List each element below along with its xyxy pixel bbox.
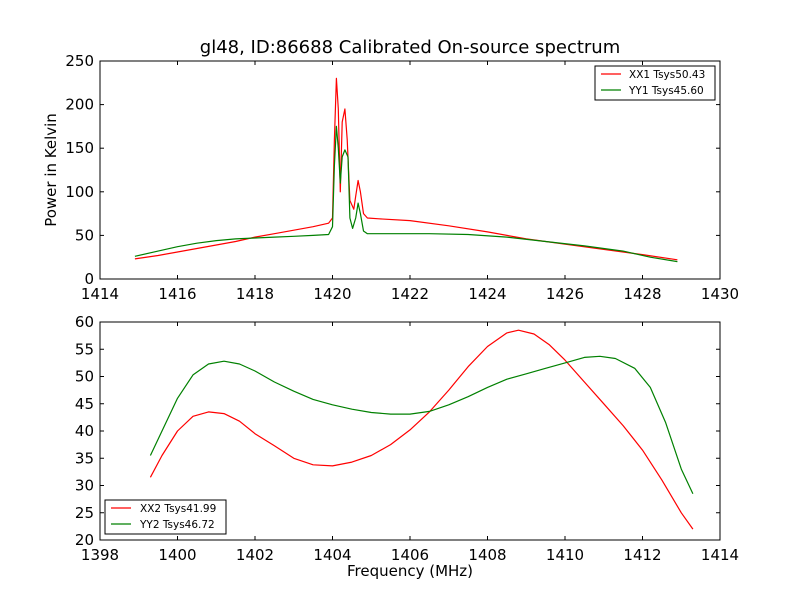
bottom-ytick-label: 60 bbox=[75, 313, 94, 331]
top-legend: XX1 Tsys50.43 YY1 Tsys45.60 bbox=[594, 65, 716, 101]
top-xtick-label: 1422 bbox=[391, 285, 429, 303]
bottom-ytick-label: 35 bbox=[75, 449, 94, 467]
top-series-line-yy1 bbox=[134, 125, 678, 263]
top-series-line-xx1 bbox=[134, 77, 678, 261]
bottom-xtick-label: 1398 bbox=[81, 546, 119, 564]
bottom-plot-xlabel: Frequency (MHz) bbox=[347, 562, 473, 580]
top-ytick-label: 100 bbox=[65, 183, 94, 201]
top-xtick-label: 1424 bbox=[468, 285, 506, 303]
bottom-ytick-label: 50 bbox=[75, 368, 94, 386]
bottom-ytick-label: 20 bbox=[75, 531, 94, 549]
bottom-legend-box bbox=[104, 499, 227, 535]
bottom-ytick-label: 30 bbox=[75, 477, 94, 495]
top-ytick-label: 150 bbox=[65, 139, 94, 157]
bottom-ytick-label: 25 bbox=[75, 504, 94, 522]
top-xtick-label: 1430 bbox=[701, 285, 739, 303]
top-xtick-label: 1428 bbox=[623, 285, 661, 303]
top-plot-ticks: 1414 1416 1418 1420 1422 1424 1426 1428 1430 0 50 1… bbox=[65, 52, 739, 303]
bottom-plot: 1398 1400 1402 1404 1406 1408 1410 1412 1414 20 25… bbox=[75, 313, 739, 580]
bottom-series-line-xx2 bbox=[149, 329, 694, 530]
bottom-xtick-label: 1402 bbox=[236, 546, 274, 564]
bottom-legend: XX2 Tsys41.99 YY2 Tsys46.72 bbox=[104, 499, 227, 535]
bottom-plot-series bbox=[149, 329, 694, 530]
figure-title: gl48, ID:86688 Calibrated On-source spec… bbox=[200, 37, 620, 58]
top-plot: 1414 1416 1418 1420 1422 1424 1426 1428 1430 0 50 1… bbox=[42, 52, 739, 303]
bottom-plot-ticks: 1398 1400 1402 1404 1406 1408 1410 1412 1414 20 25… bbox=[75, 313, 739, 564]
top-ytick-label: 50 bbox=[75, 226, 94, 244]
bottom-xtick-label: 1404 bbox=[313, 546, 351, 564]
bottom-legend-label-yy2: YY2 Tsys46.72 bbox=[139, 519, 215, 531]
bottom-xtick-label: 1406 bbox=[391, 546, 429, 564]
top-xtick-label: 1420 bbox=[313, 285, 351, 303]
top-plot-series bbox=[134, 77, 678, 263]
top-ytick-label: 0 bbox=[84, 270, 94, 288]
top-xtick-label: 1416 bbox=[158, 285, 196, 303]
top-ytick-label: 200 bbox=[65, 96, 94, 114]
top-ytick-label: 250 bbox=[65, 52, 94, 70]
bottom-legend-label-xx2: XX2 Tsys41.99 bbox=[140, 503, 216, 515]
top-xtick-label: 1426 bbox=[546, 285, 584, 303]
bottom-xtick-label: 1408 bbox=[468, 546, 506, 564]
top-legend-label-xx1: XX1 Tsys50.43 bbox=[629, 69, 705, 81]
top-xtick-label: 1414 bbox=[81, 285, 119, 303]
bottom-ytick-label: 45 bbox=[75, 395, 94, 413]
bottom-ytick-label: 40 bbox=[75, 422, 94, 440]
top-legend-label-yy1: YY1 Tsys45.60 bbox=[628, 85, 704, 97]
bottom-xtick-label: 1410 bbox=[546, 546, 584, 564]
bottom-xtick-label: 1414 bbox=[701, 546, 739, 564]
bottom-ytick-label: 55 bbox=[75, 340, 94, 358]
bottom-xtick-label: 1412 bbox=[623, 546, 661, 564]
top-legend-box bbox=[594, 65, 716, 101]
bottom-xtick-label: 1400 bbox=[158, 546, 196, 564]
bottom-series-line-yy2 bbox=[149, 355, 694, 494]
top-xtick-label: 1418 bbox=[236, 285, 274, 303]
top-plot-ylabel: Power in Kelvin bbox=[42, 113, 60, 227]
